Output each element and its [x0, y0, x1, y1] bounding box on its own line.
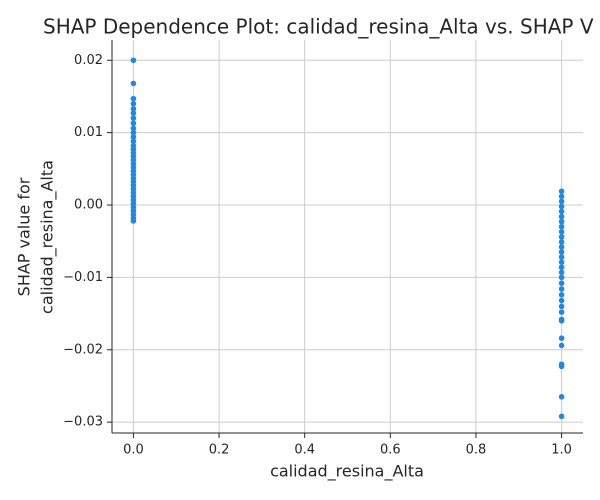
point — [130, 138, 137, 145]
y-tick-label: 0.00 — [74, 198, 103, 213]
point — [130, 110, 137, 116]
point — [130, 115, 137, 121]
point — [130, 100, 137, 107]
point — [558, 228, 565, 235]
point — [130, 57, 137, 64]
point — [558, 318, 565, 324]
point — [558, 342, 565, 349]
point — [130, 134, 137, 140]
point — [558, 234, 565, 240]
x-tick-label: 0.6 — [380, 443, 401, 458]
point — [558, 280, 565, 286]
point — [130, 125, 137, 132]
point — [558, 254, 565, 260]
point — [130, 105, 137, 112]
point — [558, 303, 565, 310]
x-tick-label: 0.2 — [209, 443, 230, 458]
point — [130, 120, 137, 127]
point — [558, 291, 565, 298]
chart-title: SHAP Dependence Plot: calidad_resina_Alt… — [43, 15, 594, 39]
point — [558, 394, 565, 400]
point — [558, 203, 565, 210]
point — [558, 208, 565, 215]
point — [558, 269, 565, 276]
y-tick-label: −0.01 — [63, 270, 103, 285]
point — [130, 80, 137, 87]
y-axis-label: calidad_resina_Alta — [38, 160, 58, 314]
point — [558, 223, 565, 230]
point — [558, 413, 565, 420]
point — [558, 188, 565, 195]
point — [558, 309, 565, 315]
point — [558, 297, 565, 304]
point — [558, 193, 565, 200]
point — [130, 129, 137, 136]
x-axis-label: calidad_resina_Alta — [270, 462, 424, 482]
point — [130, 218, 137, 224]
y-tick-label: −0.03 — [63, 415, 103, 430]
point — [558, 363, 565, 370]
point — [558, 239, 565, 245]
y-tick-label: 0.01 — [74, 125, 103, 140]
x-tick-label: 0.0 — [123, 443, 144, 458]
point — [558, 213, 565, 220]
point — [558, 286, 565, 292]
y-tick-label: 0.02 — [74, 53, 103, 68]
point — [558, 198, 565, 205]
x-tick-label: 0.4 — [294, 443, 315, 458]
point — [558, 244, 565, 250]
point — [130, 95, 137, 102]
y-tick-label: −0.02 — [63, 342, 103, 357]
point — [558, 249, 565, 255]
point — [558, 274, 565, 281]
point — [558, 259, 565, 265]
point — [558, 218, 565, 225]
point — [558, 264, 565, 271]
x-tick-label: 0.8 — [466, 443, 487, 458]
y-axis-label: SHAP value for — [15, 177, 34, 296]
x-tick-label: 1.0 — [551, 443, 572, 458]
point — [558, 335, 565, 341]
